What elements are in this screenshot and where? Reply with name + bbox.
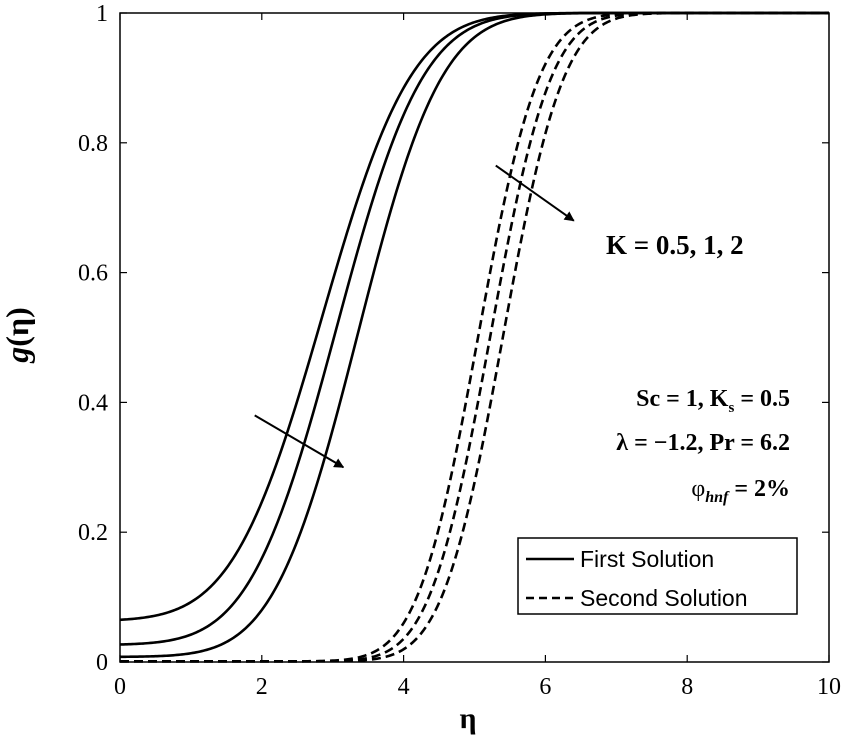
series-line-1 [119,11,829,622]
lambda-pr-annotation: λ = −1.2, Pr = 6.2 [616,430,790,456]
x-tick-label: 8 [681,674,693,700]
y-axis-title: g(η) [0,307,35,363]
x-tick-label: 0 [114,674,126,700]
phi-symbol: φ [691,476,705,502]
y-tick-label: 1 [96,1,108,27]
phi-annotation: φhnf = 2% [691,476,790,506]
legend-entry-first: First Solution [580,546,714,572]
y-tick-label: 0.4 [78,390,108,416]
plot-area [119,12,830,663]
axis-ticks: 0 2 4 6 8 10 0 0.2 0.4 0.6 0.8 1 [78,1,841,700]
trend-arrow-2 [495,164,575,222]
sc-ks-left: Sc = 1, K [636,386,729,412]
phi-sub: hnf [705,489,730,506]
y-tick-label: 0.2 [78,520,108,546]
svg-text:g(η): g(η) [0,307,35,363]
series-line-6 [120,11,829,663]
curves [119,11,829,663]
y-tick-label: 0 [96,650,108,676]
y-tick-label: 0.8 [78,131,108,157]
y-tick-label: 0.6 [78,261,108,287]
x-tick-label: 4 [398,674,410,700]
x-tick-label: 10 [817,674,841,700]
arrows [254,164,575,469]
y-axis-title-arg: (η) [0,307,35,346]
legend-box [517,537,798,615]
series-line-3 [119,11,829,659]
sc-ks-sub: s [728,400,734,416]
k-annotation: K = 0.5, 1, 2 [606,230,744,260]
legend-entry-second: Second Solution [580,585,748,611]
x-tick-label: 6 [539,674,551,700]
x-tick-label: 2 [256,674,268,700]
x-axis-title: η [459,702,476,735]
sc-ks-annotation: Sc = 1, Ks = 0.5 [636,386,790,416]
y-axis-title-main: g [0,347,35,364]
phi-right: = 2% [728,476,790,502]
legend: First Solution Second Solution [517,537,798,615]
trend-arrow-1 [254,414,345,469]
plot-frame [119,12,830,663]
sc-ks-right: = 0.5 [734,386,790,412]
